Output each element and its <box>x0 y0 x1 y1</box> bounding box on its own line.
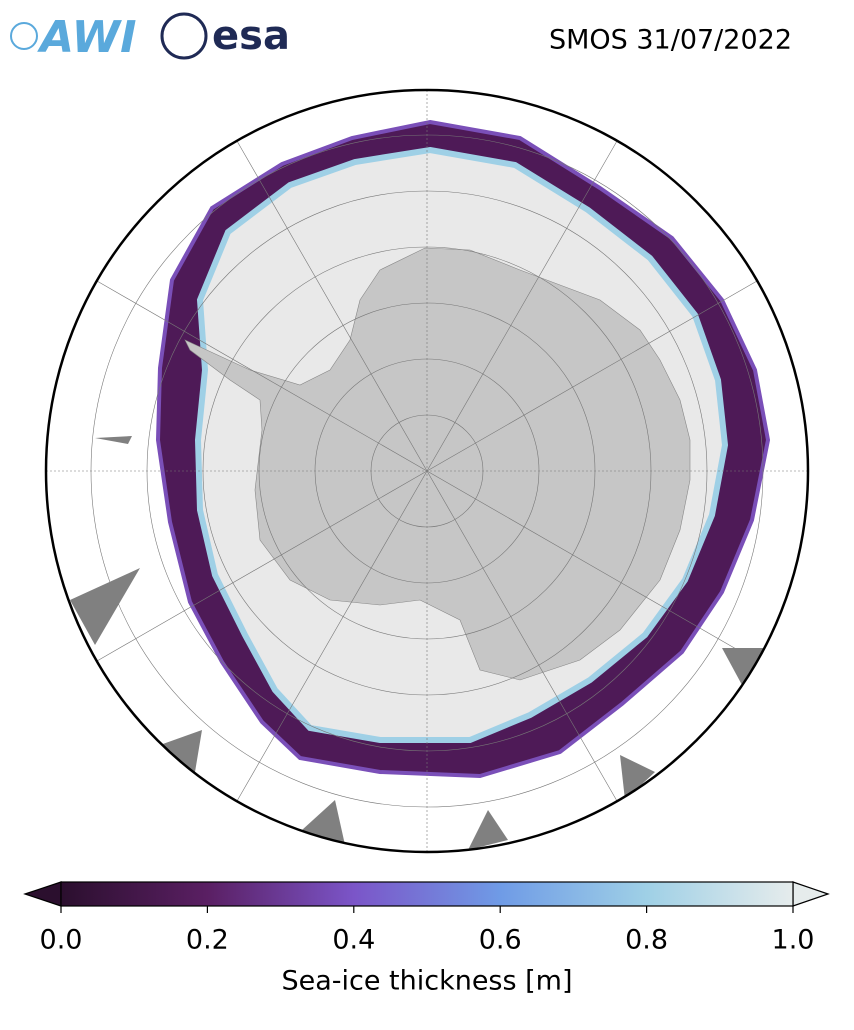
logo-awi: AWI <box>37 12 137 63</box>
logo-esa-mark <box>160 12 208 60</box>
antarctica <box>184 247 691 681</box>
colorbar-tick-label: 0.6 <box>479 925 522 956</box>
colorbar-extend-low <box>23 881 62 907</box>
map <box>46 90 808 852</box>
logo-esa: esa <box>212 13 290 59</box>
logo: AWI esa <box>10 12 290 63</box>
colorbar-tick-label: 1.0 <box>772 925 815 956</box>
colorbar: Sea-ice thickness [m] 0.0 0.2 0.4 0.6 0.8 1.0 <box>23 881 830 997</box>
logo-globe <box>10 22 38 50</box>
colorbar-tick-label: 0.0 <box>40 925 83 956</box>
colorbar-tick-label: 0.2 <box>186 925 229 956</box>
colorbar-extend-high <box>792 881 830 907</box>
map-frame <box>44 88 810 854</box>
colorbar-ramp <box>60 881 794 907</box>
colorbar-tick-label: 0.8 <box>625 925 668 956</box>
graticule <box>46 90 808 852</box>
title: SMOS 31/07/2022 <box>549 25 792 56</box>
colorbar-label: Sea-ice thickness [m] <box>281 966 572 997</box>
colorbar-tick-label: 0.4 <box>332 925 375 956</box>
